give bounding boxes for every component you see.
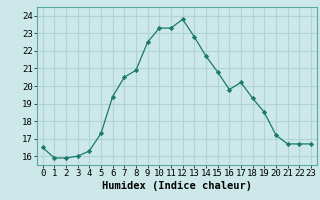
- X-axis label: Humidex (Indice chaleur): Humidex (Indice chaleur): [102, 181, 252, 191]
